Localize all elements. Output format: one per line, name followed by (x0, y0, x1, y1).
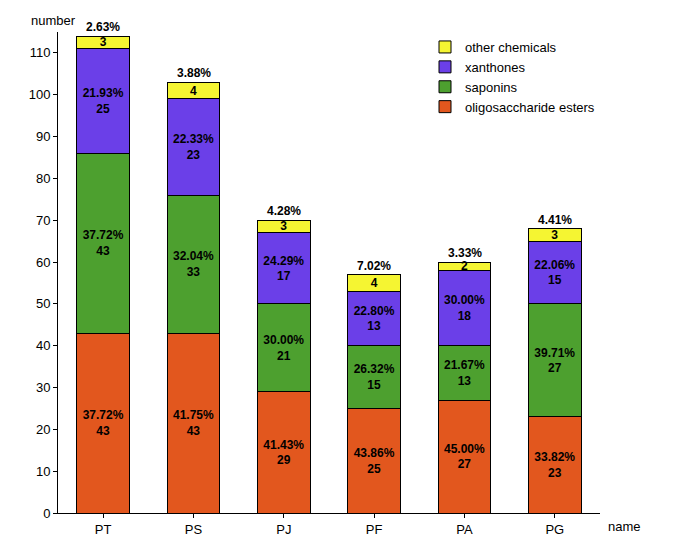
svg-text:22.06%15: 22.06%15 (534, 258, 575, 288)
svg-text:3: 3 (100, 35, 107, 49)
svg-text:70: 70 (36, 213, 50, 228)
svg-text:110: 110 (30, 45, 51, 60)
svg-text:32.04%33: 32.04%33 (173, 249, 214, 279)
svg-text:39.71%27: 39.71%27 (534, 346, 575, 376)
svg-text:30: 30 (36, 380, 50, 395)
svg-text:41.43%29: 41.43%29 (263, 438, 304, 468)
svg-text:saponins: saponins (465, 80, 518, 95)
svg-text:50: 50 (36, 296, 50, 311)
svg-text:PF: PF (366, 522, 383, 537)
svg-text:0: 0 (43, 506, 50, 521)
svg-text:21.93%25: 21.93%25 (83, 86, 124, 116)
svg-text:4.28%: 4.28% (267, 204, 301, 218)
svg-text:4: 4 (190, 84, 197, 98)
svg-text:7.02%: 7.02% (357, 259, 391, 273)
svg-text:3: 3 (551, 228, 558, 242)
svg-text:2: 2 (461, 259, 468, 273)
svg-text:2.63%: 2.63% (86, 20, 120, 34)
svg-text:3: 3 (280, 219, 287, 233)
svg-text:3.88%: 3.88% (177, 66, 211, 80)
svg-text:10: 10 (36, 464, 50, 479)
svg-text:100: 100 (29, 87, 51, 102)
svg-text:45.00%27: 45.00%27 (444, 442, 485, 472)
svg-text:37.72%43: 37.72%43 (83, 228, 124, 258)
svg-text:number: number (31, 13, 76, 28)
svg-text:other chemicals: other chemicals (465, 40, 557, 55)
svg-text:37.72%43: 37.72%43 (83, 408, 124, 438)
svg-text:40: 40 (36, 338, 50, 353)
svg-text:PG: PG (545, 522, 564, 537)
svg-text:26.32%15: 26.32%15 (354, 362, 395, 392)
svg-text:4.41%: 4.41% (538, 213, 572, 227)
svg-text:30.00%18: 30.00%18 (444, 293, 485, 323)
svg-text:PS: PS (185, 522, 203, 537)
svg-text:3.33%: 3.33% (448, 246, 482, 260)
svg-text:21.67%13: 21.67%13 (444, 358, 485, 388)
svg-text:PT: PT (95, 522, 112, 537)
svg-text:30.00%21: 30.00%21 (263, 333, 304, 363)
svg-text:xanthones: xanthones (465, 60, 525, 75)
svg-text:24.29%17: 24.29%17 (263, 254, 304, 284)
svg-text:oligosaccharide esters: oligosaccharide esters (465, 100, 595, 115)
svg-text:33.82%23: 33.82%23 (534, 450, 575, 480)
svg-text:43.86%25: 43.86%25 (354, 446, 395, 476)
svg-text:name: name (608, 519, 641, 534)
svg-text:90: 90 (36, 129, 50, 144)
svg-text:4: 4 (371, 276, 378, 290)
svg-text:20: 20 (36, 422, 50, 437)
svg-text:41.75%43: 41.75%43 (173, 408, 214, 438)
svg-text:22.33%23: 22.33%23 (173, 132, 214, 162)
svg-text:22.80%13: 22.80%13 (354, 304, 395, 334)
svg-text:PA: PA (456, 522, 473, 537)
svg-text:PJ: PJ (276, 522, 291, 537)
svg-text:80: 80 (36, 171, 50, 186)
svg-text:60: 60 (36, 255, 50, 270)
